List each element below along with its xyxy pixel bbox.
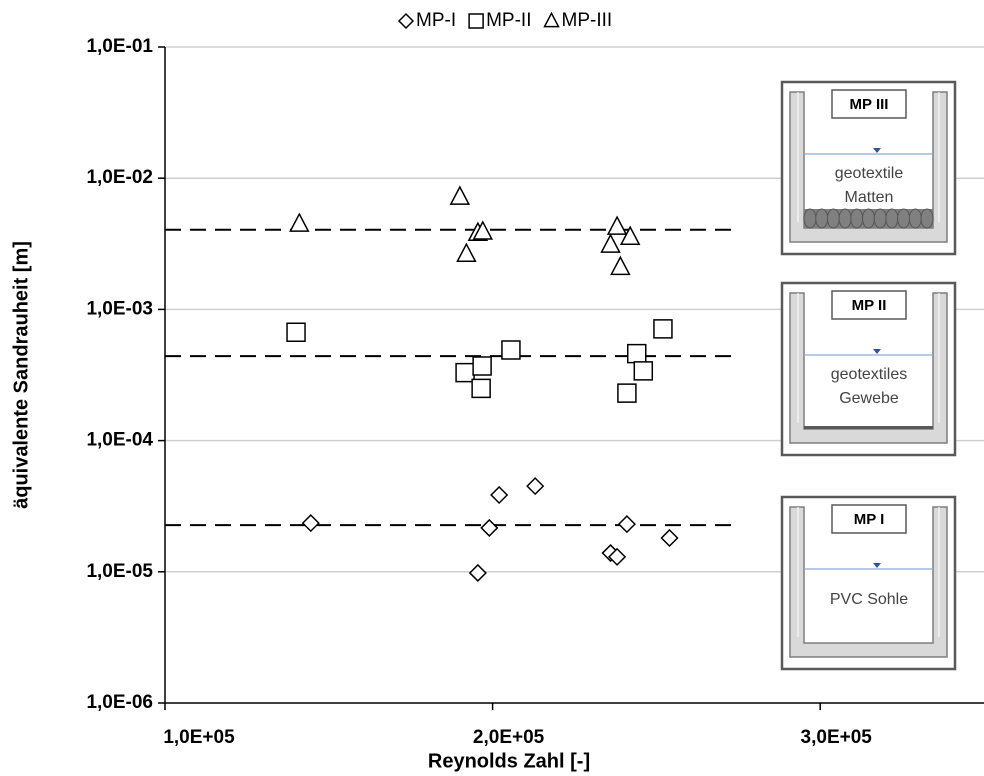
x-tick-label: 2,0E+05: [473, 727, 545, 748]
legend-label: MP-II: [486, 10, 531, 31]
inset: MP I PVC Sohle: [780, 495, 957, 671]
mat-roll: [803, 208, 817, 229]
mat-roll: [897, 208, 911, 229]
bed-fabric: [804, 426, 933, 429]
data-point: [455, 362, 475, 383]
inset-title: MP I: [854, 511, 885, 528]
legend-label: MP-III: [562, 10, 613, 31]
y-tick-label: 1,0E-02: [86, 167, 153, 188]
mat-roll: [815, 208, 829, 229]
legend-marker: [397, 12, 415, 30]
mat-roll: [908, 208, 922, 229]
data-point: [286, 322, 306, 342]
y-tick-label: 1,0E-01: [86, 36, 153, 57]
mat-roll: [873, 208, 887, 229]
data-point: [472, 220, 494, 240]
mat-roll: [885, 208, 899, 229]
water-marker: [873, 349, 881, 354]
data-point: [468, 563, 487, 583]
data-point: [526, 477, 545, 496]
data-point: [449, 185, 471, 205]
data-point: [301, 514, 320, 533]
inset: MP III geotextile Matten: [780, 80, 957, 256]
data-point: [480, 518, 499, 537]
inset: MP II geotextiles Gewebe: [780, 281, 957, 457]
inset-title-box: [831, 290, 907, 320]
inset-title-box: [831, 504, 907, 534]
y-axis-title: äquivalente Sandrauheit [m]: [10, 241, 32, 509]
data-point: [660, 528, 679, 548]
y-tick-label: 1,0E-05: [86, 561, 153, 582]
x-tick-label: 3,0E+05: [801, 727, 873, 748]
inset-title: MP II: [852, 297, 887, 314]
data-point: [289, 212, 310, 232]
legend-marker: [468, 13, 484, 29]
inset-title: MP III: [850, 96, 889, 113]
x-tick-label: 1,0E+05: [163, 727, 235, 748]
inset-label: geotextiles: [831, 366, 908, 383]
data-point: [471, 378, 491, 399]
data-point: [653, 319, 673, 339]
data-point: [501, 340, 521, 360]
inset-label: Matten: [845, 189, 894, 206]
water-marker: [873, 148, 881, 153]
x-axis-title: Reynolds Zahl [-]: [428, 750, 590, 772]
y-tick-label: 1,0E-03: [86, 298, 153, 319]
data-point: [610, 255, 631, 276]
data-point: [617, 515, 636, 534]
data-point: [606, 215, 628, 235]
mat-roll: [862, 208, 875, 229]
data-point: [608, 547, 627, 566]
water-marker: [873, 563, 881, 568]
inset-label: geotextile: [835, 165, 904, 182]
mat-roll: [920, 208, 934, 229]
data-point: [472, 356, 492, 376]
inset-channel: [789, 292, 948, 444]
data-point: [617, 383, 637, 403]
inset-channel: [789, 506, 948, 658]
legend-label: MP-I: [416, 10, 456, 31]
data-point: [619, 225, 641, 245]
inset-label: PVC Sohle: [830, 591, 908, 608]
legend-marker: [543, 11, 560, 28]
mat-roll: [850, 208, 864, 229]
inset-title-box: [831, 89, 907, 119]
y-tick-label: 1,0E-04: [86, 430, 153, 451]
mat-roll: [838, 208, 852, 229]
inset-label: Gewebe: [839, 390, 899, 407]
inset-channel: [789, 91, 948, 243]
data-point: [600, 233, 621, 253]
y-tick-label: 1,0E-06: [86, 692, 153, 713]
data-point: [456, 242, 477, 263]
mat-roll: [826, 208, 840, 229]
data-point: [633, 361, 654, 381]
data-point: [490, 485, 509, 505]
data-point: [626, 343, 647, 364]
